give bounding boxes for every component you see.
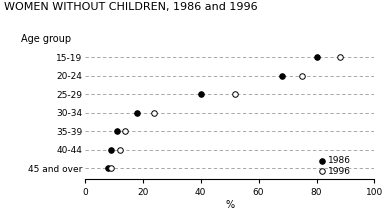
Text: Age group: Age group xyxy=(21,34,71,44)
X-axis label: %: % xyxy=(225,200,234,210)
Text: WOMEN WITHOUT CHILDREN, 1986 and 1996: WOMEN WITHOUT CHILDREN, 1986 and 1996 xyxy=(4,2,257,12)
Text: 1986: 1986 xyxy=(328,156,351,165)
Text: 1996: 1996 xyxy=(328,167,351,176)
